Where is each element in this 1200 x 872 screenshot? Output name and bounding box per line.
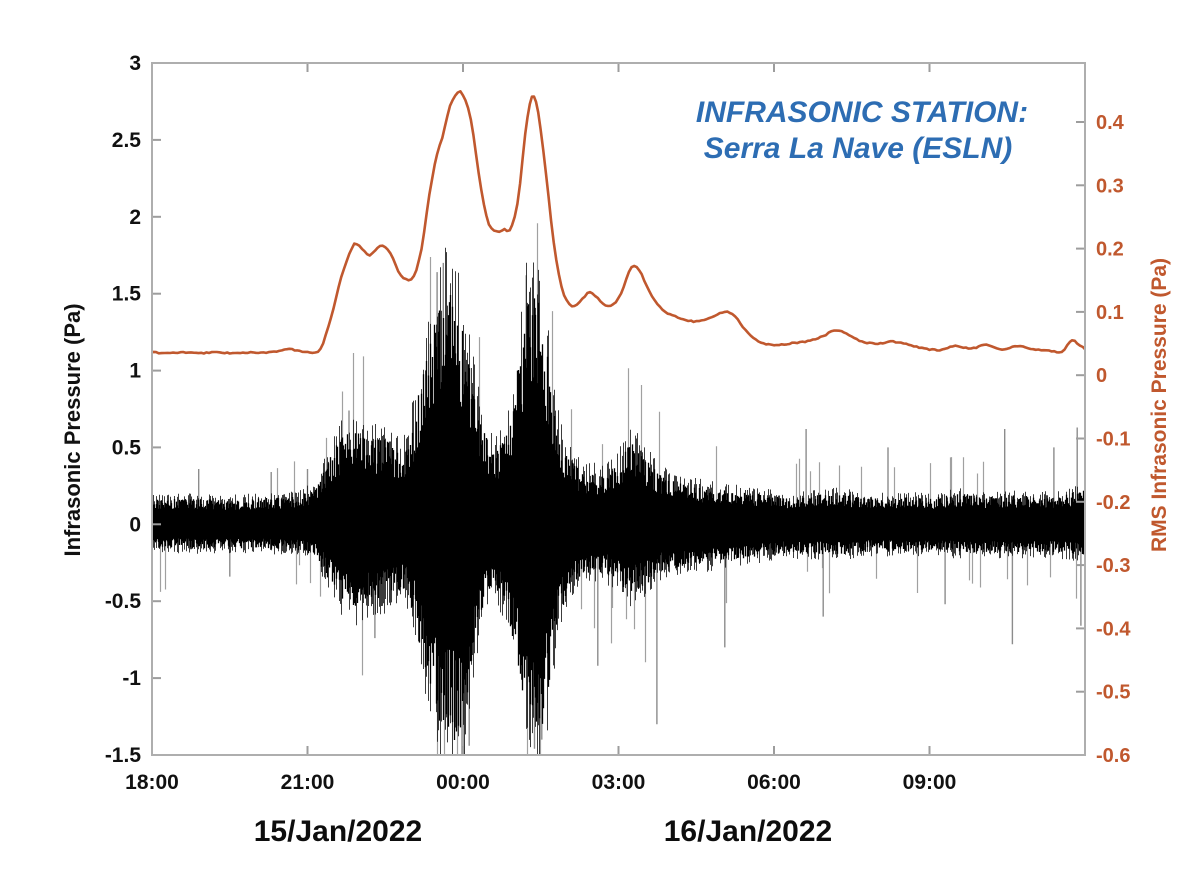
y-right-tick-label: -0.1 xyxy=(1096,429,1130,451)
y-right-tick-label: -0.3 xyxy=(1096,555,1130,577)
y-right-tick-label: 0 xyxy=(1096,365,1107,387)
rms-curve xyxy=(152,90,1085,355)
y-left-tick-label: 3 xyxy=(129,52,141,75)
axis-tick-labels: 18:00 21:00 00:00 03:00 06:00 09:00 3 2.5 2 1.5 1 0… xyxy=(105,52,1132,794)
right-axis-label: RMS Infrasonic Pressure (Pa) xyxy=(1148,258,1171,552)
y-left-tick-label: 1.5 xyxy=(112,283,142,306)
y-left-tick-label: -1.5 xyxy=(105,744,142,767)
y-left-tick-label: -0.5 xyxy=(105,590,142,613)
y-right-tick-label: -0.2 xyxy=(1096,492,1130,514)
y-left-tick-label: 0.5 xyxy=(112,436,142,459)
plot-area xyxy=(152,63,1085,755)
y-right-tick-label: 0.4 xyxy=(1096,112,1125,134)
axes-box xyxy=(151,62,1086,756)
rms-line xyxy=(152,90,1085,355)
x-tick-label: 09:00 xyxy=(903,771,957,794)
y-left-tick-label: -1 xyxy=(122,667,141,690)
raw-waveform-trace xyxy=(152,223,1085,755)
x-tick-label: 06:00 xyxy=(747,771,801,794)
y-right-tick-label: -0.4 xyxy=(1096,618,1131,640)
x-tick-label: 21:00 xyxy=(281,771,335,794)
y-right-tick-label: 0.2 xyxy=(1096,239,1124,261)
y-left-tick-label: 2.5 xyxy=(112,129,142,152)
y-right-tick-label: -0.5 xyxy=(1096,682,1130,704)
y-left-tick-label: 1 xyxy=(129,360,141,383)
y-right-tick-label: 0.3 xyxy=(1096,175,1124,197)
y-left-tick-label: 2 xyxy=(129,206,141,229)
date-label-15-jan: 15/Jan/2022 xyxy=(254,815,422,848)
chart-title-line-2: Serra La Nave (ESLN) xyxy=(704,132,1012,165)
x-tick-label: 03:00 xyxy=(592,771,646,794)
x-tick-label: 00:00 xyxy=(436,771,490,794)
left-axis-label: Infrasonic Pressure (Pa) xyxy=(60,303,85,556)
y-left-tick-label: 0 xyxy=(129,513,141,536)
date-label-16-jan: 16/Jan/2022 xyxy=(664,815,832,848)
chart-title-line-1: INFRASONIC STATION: xyxy=(696,96,1028,129)
y-right-tick-label: 0.1 xyxy=(1096,302,1124,324)
y-right-tick-label: -0.6 xyxy=(1096,745,1130,767)
x-tick-label: 18:00 xyxy=(125,771,179,794)
